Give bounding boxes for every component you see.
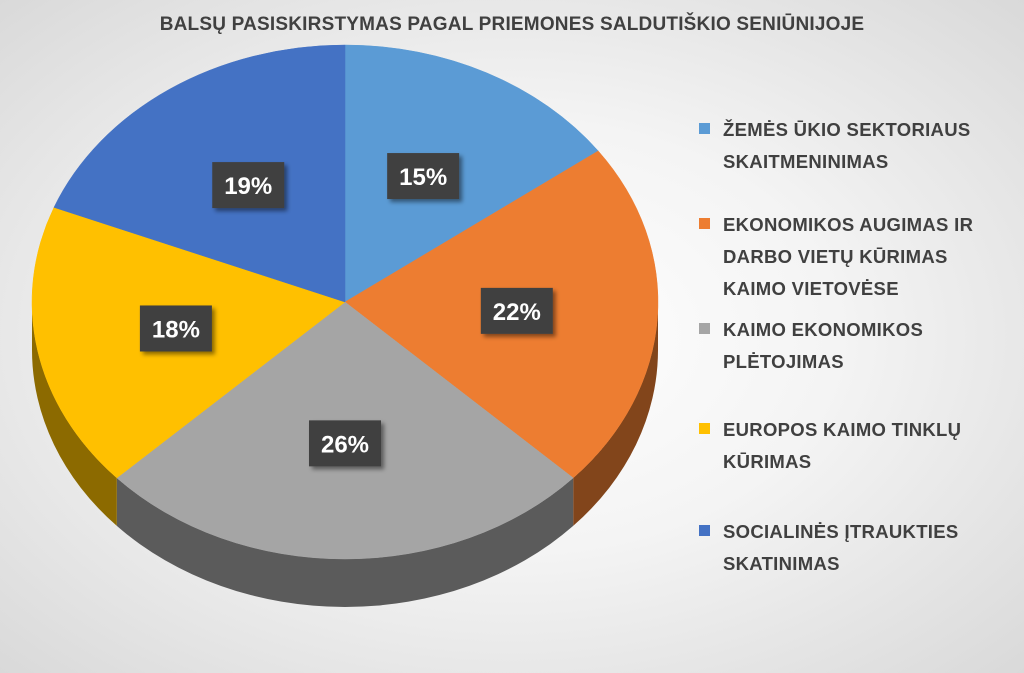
chart-title: BALSŲ PASISKIRSTYMAS PAGAL PRIEMONES SAL… [159, 14, 865, 35]
legend-label-1: EKONOMIKOS AUGIMAS IR DARBO VIETŲ KŪRIMA… [723, 214, 974, 299]
data-label-3: 18% [139, 305, 212, 352]
pie-slice-0[interactable] [344, 44, 599, 303]
legend-swatch-2 [699, 323, 710, 334]
data-label-4: 19% [212, 162, 285, 209]
legend-label-3: EUROPOS KAIMO TINKLŲ KŪRIMAS [723, 419, 962, 472]
svg-text:22%: 22% [493, 299, 541, 326]
pie-side-2 [116, 477, 574, 607]
data-label-0: 15% [387, 153, 460, 200]
pie-slice-4[interactable] [53, 44, 346, 303]
legend-swatch-3 [699, 423, 710, 434]
svg-text:19%: 19% [224, 173, 272, 200]
pie-side-1 [573, 302, 658, 526]
legend-label-2: KAIMO EKONOMIKOS PLĖTOJIMAS [723, 319, 924, 372]
svg-text:15%: 15% [399, 164, 447, 191]
legend-swatch-4 [699, 525, 710, 536]
legend-label-4: SOCIALINĖS ĮTRAUKTIES SKATINIMAS [723, 521, 959, 574]
pie-side-3 [32, 302, 117, 526]
svg-text:26%: 26% [321, 431, 369, 458]
data-label-2: 26% [309, 420, 381, 467]
data-label-1: 22% [480, 287, 553, 334]
svg-text:18%: 18% [152, 316, 200, 343]
legend-label-0: ŽEMĖS ŪKIO SEKTORIAUS SKAITMENINIMAS [723, 119, 971, 172]
legend-swatch-0 [699, 123, 710, 134]
legend-swatch-1 [699, 218, 710, 229]
